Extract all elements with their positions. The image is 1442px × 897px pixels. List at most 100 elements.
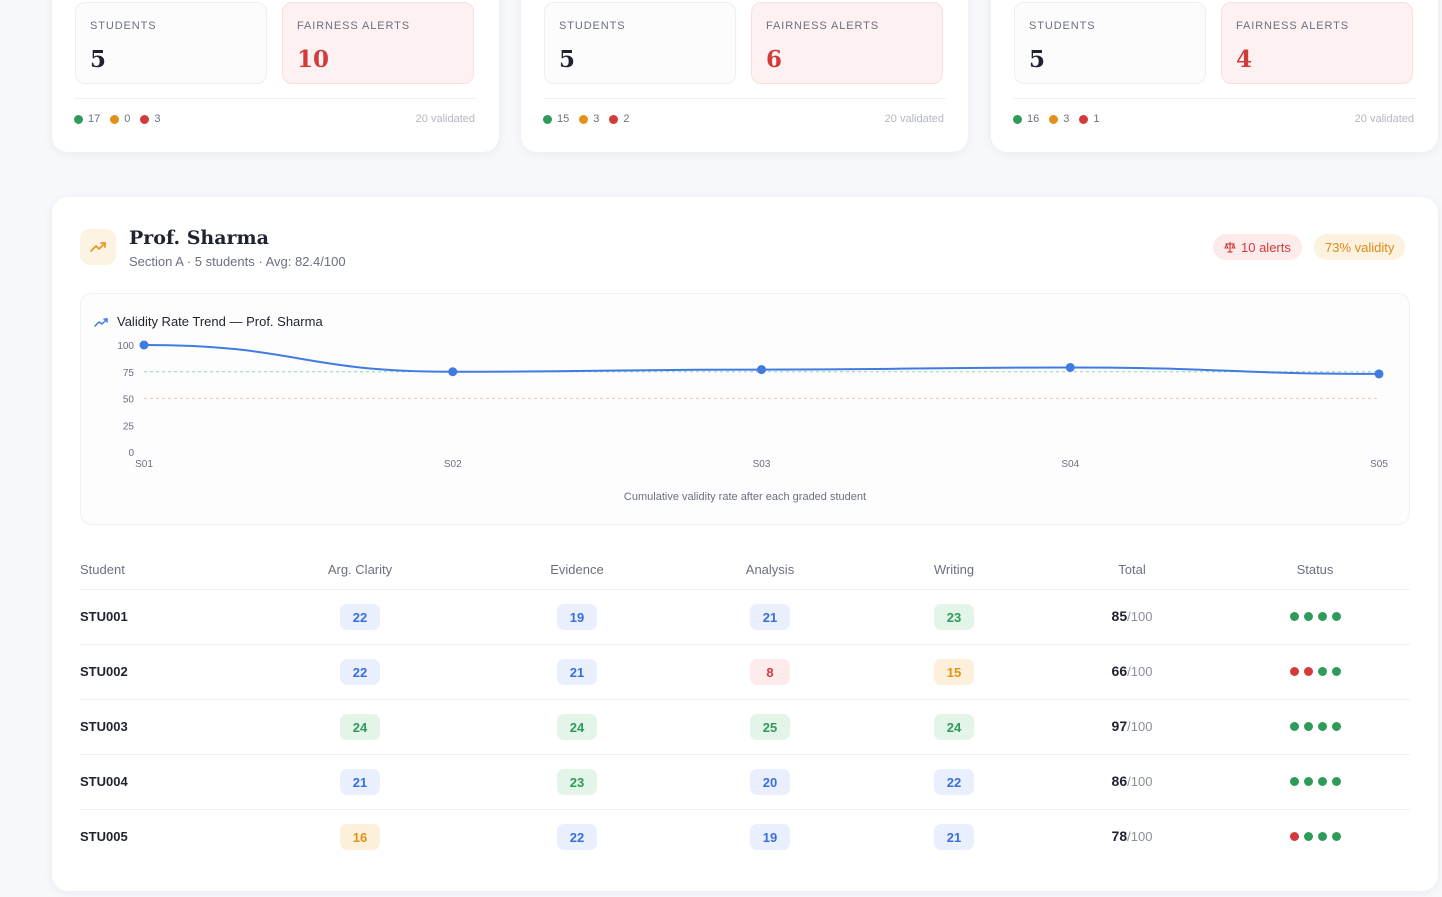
score-chip: 23 [557,769,597,795]
summary-card: STUDENTS 5 FAIRNESS ALERTS 6 15 3 2 20 v… [521,0,968,152]
green-status-dot-icon [1318,777,1327,786]
chart-title-text: Validity Rate Trend — Prof. Sharma [117,314,323,329]
fairness-alerts-label: FAIRNESS ALERTS [1236,20,1349,32]
green-dot-icon [543,114,552,124]
fairness-alerts-stat: FAIRNESS ALERTS 4 [1221,2,1413,84]
red-dot-icon [140,114,150,124]
total-value: 97 [1111,718,1128,734]
red-dot-icon [1079,114,1089,124]
score-chip: 21 [340,769,380,795]
total-value: 85 [1111,608,1128,624]
fairness-alerts-label: FAIRNESS ALERTS [766,20,879,32]
score-chip: 23 [934,604,974,630]
amber-dot-icon [579,114,589,124]
y-tick-label: 50 [123,395,135,406]
students-value: 5 [90,46,107,73]
x-tick-label: S01 [135,459,153,470]
score-chip: 22 [340,659,380,685]
total-score: 66/100 [1072,663,1192,679]
row-divider [80,644,1410,645]
score-chip: 15 [934,659,974,685]
red-status-dot-icon [1290,832,1299,841]
amber-count: 3 [593,113,600,125]
red-status-dot-icon [1304,667,1313,676]
professor-name: Prof. Sharma [129,227,269,249]
total-out-of: /100 [1127,719,1153,734]
score-chip: 24 [340,714,380,740]
red-count: 2 [623,113,630,125]
x-tick-label: S03 [753,459,771,470]
y-tick-label: 100 [117,341,134,352]
professor-subtitle: Section A · 5 students · Avg: 82.4/100 [129,254,346,269]
column-header[interactable]: Analysis [745,562,795,577]
total-out-of: /100 [1127,664,1153,679]
student-id[interactable]: STU003 [80,719,128,734]
alerts-badge[interactable]: 10 alerts [1213,234,1302,260]
red-count: 3 [154,113,161,125]
score-chip: 21 [750,604,790,630]
students-stat: STUDENTS 5 [75,2,267,84]
red-count: 1 [1093,113,1100,125]
column-header[interactable]: Evidence [550,562,604,577]
validation-counts: 17 0 3 [74,113,171,125]
student-id[interactable]: STU001 [80,609,128,624]
row-divider [80,699,1410,700]
students-label: STUDENTS [1029,20,1096,32]
fairness-alerts-stat: FAIRNESS ALERTS 6 [751,2,943,84]
total-value: 66 [1111,663,1128,679]
professor-card: Prof. Sharma Section A · 5 students · Av… [52,197,1438,891]
score-chip: 19 [557,604,597,630]
student-id[interactable]: STU004 [80,774,128,789]
validated-count: 20 validated [884,113,944,125]
column-header[interactable]: Status [1296,562,1334,577]
score-chip: 22 [934,769,974,795]
green-dot-icon [1013,114,1022,124]
x-tick-label: S04 [1061,459,1079,470]
column-header[interactable]: Writing [933,562,975,577]
data-point [1374,369,1384,379]
students-label: STUDENTS [90,20,157,32]
x-tick-label: S02 [444,459,462,470]
green-status-dot-icon [1290,777,1299,786]
divider [543,98,946,99]
chart-caption: Cumulative validity rate after each grad… [623,491,867,503]
green-status-dot-icon [1332,667,1341,676]
x-tick-label: S05 [1370,459,1388,470]
data-point [448,367,458,377]
score-chip: 21 [557,659,597,685]
status-indicators [1290,777,1346,786]
data-point [757,365,766,375]
green-count: 15 [557,113,570,125]
row-divider [80,809,1410,810]
students-value: 5 [559,46,576,73]
green-status-dot-icon [1290,722,1299,731]
total-out-of: /100 [1127,829,1153,844]
score-chip: 22 [557,824,597,850]
total-score: 97/100 [1072,718,1192,734]
score-chip: 24 [557,714,597,740]
y-tick-label: 75 [123,368,135,379]
students-stat: STUDENTS 5 [544,2,736,84]
score-chip: 8 [750,659,790,685]
student-id[interactable]: STU005 [80,829,128,844]
column-header[interactable]: Arg. Clarity [327,562,393,577]
status-indicators [1290,612,1346,621]
validated-count: 20 validated [1354,113,1414,125]
data-point [1065,362,1075,372]
green-status-dot-icon [1332,777,1341,786]
validity-badge[interactable]: 73% validity [1314,234,1406,260]
students-label: STUDENTS [559,20,626,32]
column-header[interactable]: Total [1118,562,1146,577]
chart-trend-icon [94,317,108,327]
amber-dot-icon [1049,114,1059,124]
column-header[interactable]: Student [80,562,125,577]
score-chip: 22 [340,604,380,630]
amber-count: 3 [1063,113,1070,125]
validity-badge-label: 73% validity [1325,239,1395,255]
trending-up-icon [80,229,116,265]
green-status-dot-icon [1332,832,1341,841]
fairness-alerts-stat: FAIRNESS ALERTS 10 [282,2,474,84]
student-id[interactable]: STU002 [80,664,128,679]
total-out-of: /100 [1127,774,1153,789]
fairness-alerts-value: 6 [766,46,783,73]
